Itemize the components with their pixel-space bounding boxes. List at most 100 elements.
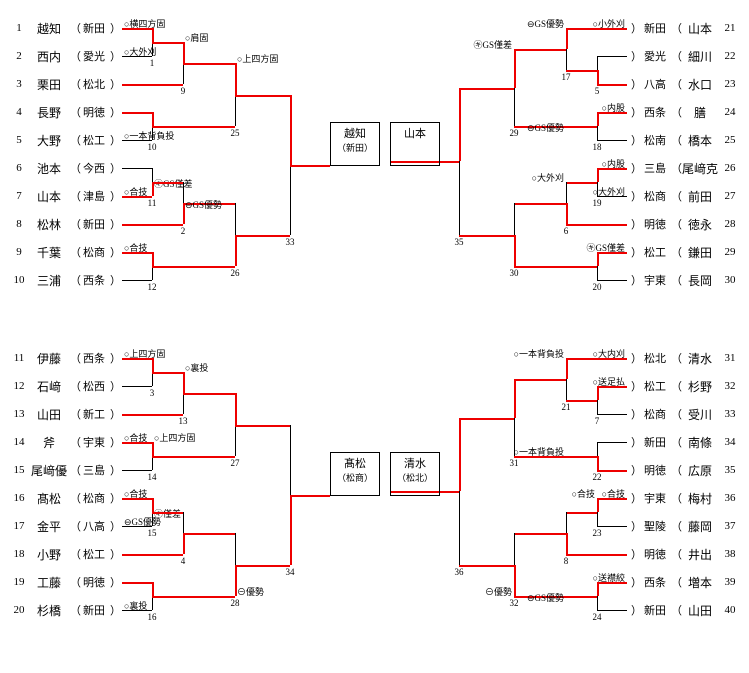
bracket-line	[152, 582, 154, 596]
player-num: 32	[721, 380, 739, 392]
finalist-box: 越知 （新田）	[330, 122, 380, 166]
finalist-box: 髙松 （松商）	[330, 452, 380, 496]
bracket-line	[514, 533, 566, 535]
player-num: 37	[721, 520, 739, 532]
player-num: 39	[721, 576, 739, 588]
bracket-line	[183, 42, 185, 63]
player-name: 長岡	[679, 272, 721, 289]
match-num: 2	[175, 226, 191, 236]
player-name: 広原	[679, 462, 721, 479]
player-name: 膳	[679, 104, 721, 121]
player-school: 松北	[78, 76, 110, 92]
player-num: 23	[721, 78, 739, 90]
bracket-line	[566, 358, 568, 379]
player-num: 29	[721, 246, 739, 258]
player-num: 33	[721, 408, 739, 420]
technique-label: ○小外刈	[593, 17, 625, 30]
match-num: 18	[589, 142, 605, 152]
bracket-line	[597, 280, 627, 281]
player-7: 7 山本 （ 津島 ）	[10, 186, 118, 206]
finalist-name: 清水	[391, 457, 439, 471]
match-num: 36	[451, 567, 467, 577]
player-num: 6	[10, 162, 28, 174]
bracket-line	[597, 610, 627, 611]
bracket-line	[597, 554, 627, 556]
player-name: 斧	[28, 434, 70, 451]
match-num: 11	[144, 198, 160, 208]
bracket-line	[183, 533, 185, 554]
match-num: 15	[144, 528, 160, 538]
technique-label: ○合技	[124, 241, 147, 254]
player-num: 25	[721, 134, 739, 146]
player-name: 受川	[679, 406, 721, 423]
player-name: 長野	[28, 104, 70, 121]
bracket-line	[152, 182, 183, 184]
bracket-line	[122, 386, 152, 387]
player-school: 新田	[639, 434, 671, 450]
player-name: 鎌田	[679, 244, 721, 261]
player-name: 山本	[679, 20, 721, 37]
player-num: 40	[721, 604, 739, 616]
finalist-box: 山本	[390, 122, 440, 166]
technique-label: ⊖GS優勢	[527, 591, 564, 604]
player-school: 西条	[78, 350, 110, 366]
match-num: 7	[589, 416, 605, 426]
player-num: 3	[10, 78, 28, 90]
bracket-line	[597, 526, 627, 527]
technique-label: ○合技	[124, 431, 147, 444]
player-13: 13 山田 （ 新工 ）	[10, 404, 118, 424]
player-16: 16 髙松 （ 松商 ）	[10, 488, 118, 508]
match-num: 20	[589, 282, 605, 292]
technique-label: ○内股	[602, 101, 625, 114]
bracket-line	[566, 203, 568, 224]
player-school: 津島	[78, 188, 110, 204]
player-school: 松工	[78, 546, 110, 562]
match-num: 33	[282, 237, 298, 247]
bracket-line	[597, 456, 599, 470]
player-name: 工藤	[28, 574, 70, 591]
finalist-school: （松北）	[391, 471, 439, 485]
player-9: 9 千葉 （ 松商 ）	[10, 242, 118, 262]
match-num: 34	[282, 567, 298, 577]
bracket-line	[459, 418, 461, 492]
player-num: 2	[10, 50, 28, 62]
player-num: 26	[721, 162, 739, 174]
player-school: 西条	[639, 574, 671, 590]
bracket-line	[122, 280, 152, 281]
player-6: 6 池本 （ 今西 ）	[10, 158, 118, 178]
player-name: 増本	[679, 574, 721, 591]
technique-label: ○大外刈	[532, 171, 564, 184]
bracket-line	[122, 554, 152, 556]
player-school: 新田	[639, 20, 671, 36]
bracket-line	[566, 182, 597, 184]
player-name: 千葉	[28, 244, 70, 261]
bracket-line	[597, 414, 627, 415]
technique-label: ○裏投	[124, 599, 147, 612]
bracket-line	[597, 442, 627, 443]
bracket-line	[597, 252, 599, 266]
player-school: 西条	[639, 104, 671, 120]
bracket-line	[597, 498, 599, 512]
player-num: 27	[721, 190, 739, 202]
bracket-line	[514, 565, 516, 597]
bracket-line	[152, 28, 154, 42]
player-num: 17	[10, 520, 28, 532]
player-school: 松南	[639, 132, 671, 148]
match-num: 12	[144, 282, 160, 292]
bracket-line	[566, 533, 568, 554]
player-school: 明徳	[78, 104, 110, 120]
player-name: 栗田	[28, 76, 70, 93]
bracket-line	[566, 28, 597, 30]
bracket-line	[459, 88, 461, 162]
finalist-box: 清水 （松北）	[390, 452, 440, 496]
player-name: 梅村	[679, 490, 721, 507]
player-15: 15 尾﨑優 （ 三島 ）	[10, 460, 118, 480]
match-num: 16	[144, 612, 160, 622]
bracket-line	[183, 533, 235, 535]
bracket-line	[152, 596, 153, 610]
player-num: 18	[10, 548, 28, 560]
match-num: 26	[227, 268, 243, 278]
player-num: 15	[10, 464, 28, 476]
technique-label: ○合技	[124, 487, 147, 500]
technique-label: ○裏投	[185, 361, 208, 374]
